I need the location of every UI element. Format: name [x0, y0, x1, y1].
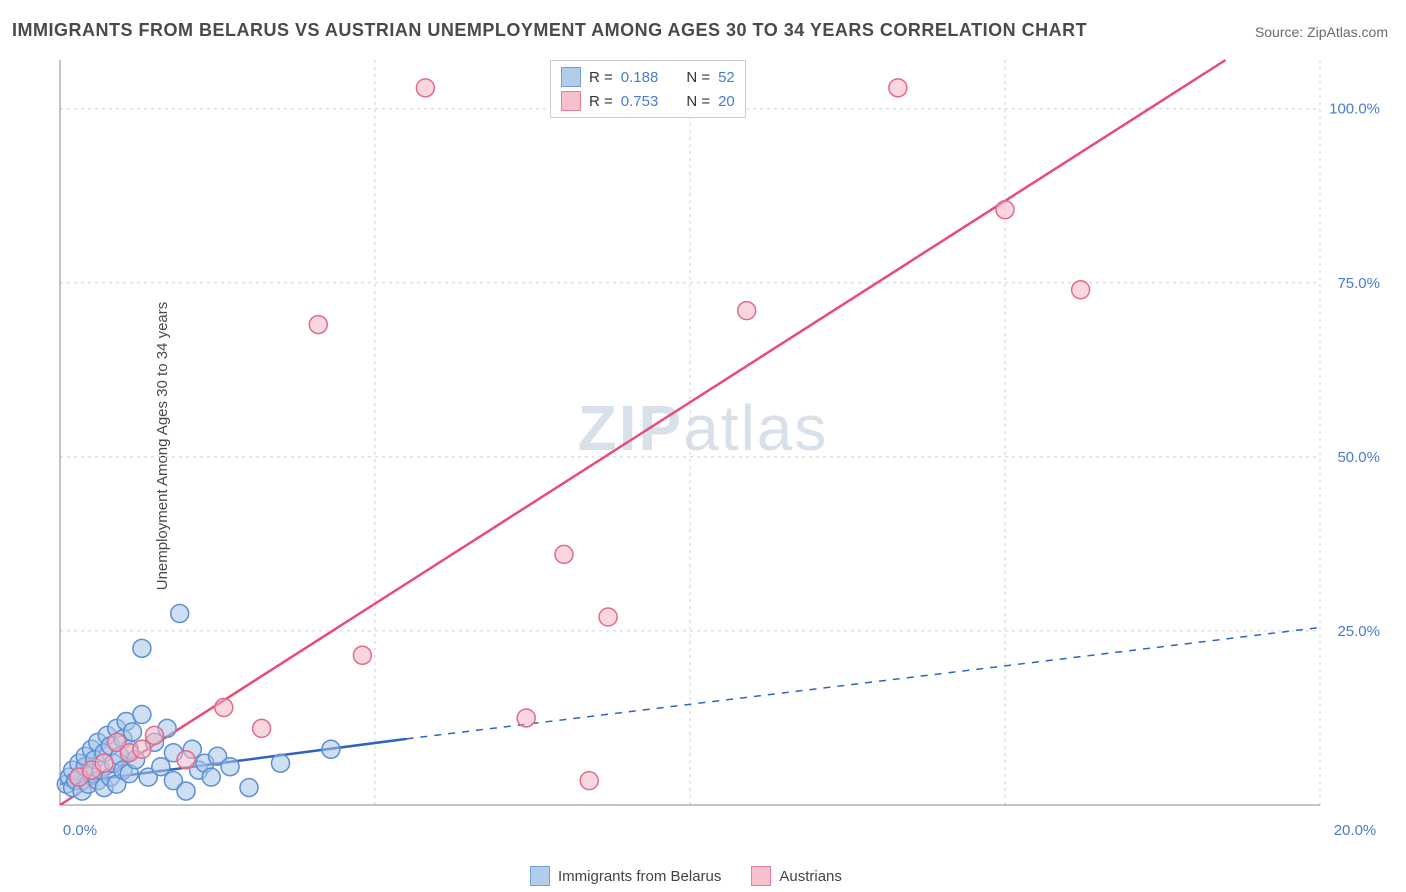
svg-text:100.0%: 100.0%	[1329, 101, 1380, 118]
stats-legend: R = 0.188 N = 52 R = 0.753 N = 20	[550, 60, 746, 118]
svg-text:0.0%: 0.0%	[63, 822, 97, 839]
n-label: N =	[686, 69, 710, 86]
n-value-1: 52	[718, 69, 735, 86]
swatch-series1-b	[530, 866, 550, 886]
chart-svg: 25.0% 50.0% 75.0% 100.0% 0.0% 20.0%	[50, 55, 1390, 850]
scatter-plot-area: 25.0% 50.0% 75.0% 100.0% 0.0% 20.0%	[50, 55, 1390, 850]
legend-item-2: Austrians	[751, 866, 842, 886]
swatch-series2-b	[751, 866, 771, 886]
svg-text:25.0%: 25.0%	[1337, 623, 1380, 640]
legend-label-1: Immigrants from Belarus	[558, 868, 721, 885]
n-value-2: 20	[718, 93, 735, 110]
n-label: N =	[686, 93, 710, 110]
r-label: R =	[589, 69, 613, 86]
swatch-series1	[561, 67, 581, 87]
stats-row-series1: R = 0.188 N = 52	[561, 65, 735, 89]
legend-item-1: Immigrants from Belarus	[530, 866, 721, 886]
series-legend: Immigrants from Belarus Austrians	[530, 866, 842, 886]
r-label: R =	[589, 93, 613, 110]
svg-text:20.0%: 20.0%	[1334, 822, 1377, 839]
swatch-series2	[561, 91, 581, 111]
stats-row-series2: R = 0.753 N = 20	[561, 89, 735, 113]
svg-text:75.0%: 75.0%	[1337, 275, 1380, 292]
chart-title: IMMIGRANTS FROM BELARUS VS AUSTRIAN UNEM…	[12, 20, 1087, 41]
legend-label-2: Austrians	[779, 868, 842, 885]
r-value-1: 0.188	[621, 69, 659, 86]
r-value-2: 0.753	[621, 93, 659, 110]
svg-text:50.0%: 50.0%	[1337, 449, 1380, 466]
source-label: Source: ZipAtlas.com	[1255, 24, 1388, 40]
